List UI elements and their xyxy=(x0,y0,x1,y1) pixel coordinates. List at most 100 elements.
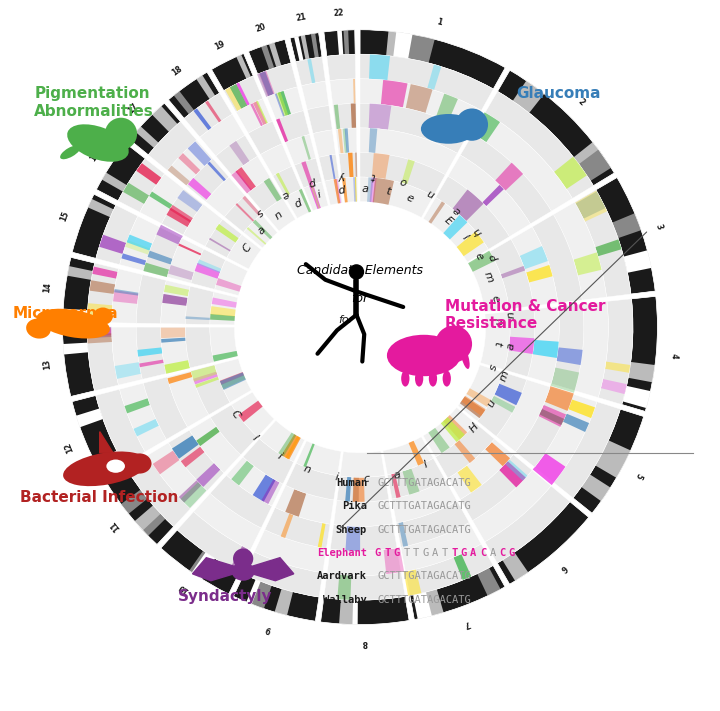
Wedge shape xyxy=(251,103,264,127)
Wedge shape xyxy=(554,156,587,189)
Text: Microcornea: Microcornea xyxy=(13,306,119,321)
Text: 1: 1 xyxy=(436,17,444,27)
Text: a: a xyxy=(361,184,369,194)
Wedge shape xyxy=(532,215,582,303)
Wedge shape xyxy=(600,379,627,394)
Wedge shape xyxy=(122,253,146,265)
Wedge shape xyxy=(212,297,237,308)
Wedge shape xyxy=(353,79,356,104)
Wedge shape xyxy=(495,163,523,191)
Wedge shape xyxy=(511,227,558,306)
Wedge shape xyxy=(456,231,484,256)
Wedge shape xyxy=(303,444,315,467)
Wedge shape xyxy=(477,373,526,437)
Wedge shape xyxy=(149,191,173,209)
Wedge shape xyxy=(194,263,220,279)
Text: 11: 11 xyxy=(109,519,122,533)
Text: t: t xyxy=(384,186,391,197)
Wedge shape xyxy=(575,301,608,397)
Wedge shape xyxy=(333,499,393,526)
Text: 14: 14 xyxy=(42,282,53,293)
Wedge shape xyxy=(167,238,204,283)
Text: e: e xyxy=(279,188,290,201)
Wedge shape xyxy=(500,266,525,279)
Wedge shape xyxy=(535,395,597,483)
Wedge shape xyxy=(191,249,225,289)
Wedge shape xyxy=(274,589,293,616)
Text: 4: 4 xyxy=(669,353,678,359)
Wedge shape xyxy=(581,474,611,501)
Wedge shape xyxy=(428,201,445,224)
Text: GCTTTGATAGACATG: GCTTTGATAGACATG xyxy=(378,525,472,535)
Wedge shape xyxy=(490,239,534,309)
Wedge shape xyxy=(216,278,241,292)
Ellipse shape xyxy=(415,370,423,387)
Text: for: for xyxy=(338,315,354,325)
Wedge shape xyxy=(503,552,528,581)
Wedge shape xyxy=(520,246,548,269)
Wedge shape xyxy=(248,39,291,74)
Wedge shape xyxy=(275,486,334,524)
Wedge shape xyxy=(221,375,246,389)
Wedge shape xyxy=(189,417,240,473)
Text: G: G xyxy=(461,548,467,558)
Wedge shape xyxy=(410,565,505,619)
Wedge shape xyxy=(209,237,231,252)
Wedge shape xyxy=(164,360,190,374)
Text: H: H xyxy=(467,422,480,434)
Wedge shape xyxy=(112,269,143,324)
Wedge shape xyxy=(596,178,655,294)
Wedge shape xyxy=(401,523,481,572)
Wedge shape xyxy=(491,396,516,412)
Wedge shape xyxy=(197,260,222,273)
Wedge shape xyxy=(227,457,283,506)
Text: t: t xyxy=(492,341,503,347)
Text: 5: 5 xyxy=(633,471,643,480)
Text: C: C xyxy=(229,408,242,420)
Wedge shape xyxy=(340,451,384,477)
Wedge shape xyxy=(231,171,252,194)
Wedge shape xyxy=(307,105,333,134)
Wedge shape xyxy=(472,112,500,142)
Wedge shape xyxy=(353,477,359,502)
Text: GCTTTGATAGACATG: GCTTTGATAGACATG xyxy=(378,501,472,511)
Wedge shape xyxy=(337,574,351,600)
Text: p: p xyxy=(308,176,318,188)
Ellipse shape xyxy=(443,370,451,387)
Wedge shape xyxy=(233,574,319,621)
Polygon shape xyxy=(192,557,236,581)
Wedge shape xyxy=(167,371,209,427)
Wedge shape xyxy=(338,152,357,178)
Wedge shape xyxy=(210,292,238,325)
Wedge shape xyxy=(563,414,589,432)
Wedge shape xyxy=(248,177,283,213)
Ellipse shape xyxy=(67,124,129,162)
Wedge shape xyxy=(339,599,353,624)
Text: a: a xyxy=(392,469,401,481)
Wedge shape xyxy=(386,31,411,58)
Wedge shape xyxy=(253,220,272,240)
Wedge shape xyxy=(210,405,258,455)
Wedge shape xyxy=(428,428,450,453)
Wedge shape xyxy=(210,475,272,528)
Wedge shape xyxy=(167,140,213,186)
Wedge shape xyxy=(441,417,465,442)
Wedge shape xyxy=(485,92,593,198)
Text: Candidate Elements: Candidate Elements xyxy=(297,264,423,277)
Wedge shape xyxy=(135,506,161,530)
Wedge shape xyxy=(397,501,469,547)
Wedge shape xyxy=(423,198,488,262)
Wedge shape xyxy=(216,135,258,175)
Text: o: o xyxy=(399,176,408,187)
Wedge shape xyxy=(444,415,467,439)
Wedge shape xyxy=(63,309,88,319)
Wedge shape xyxy=(205,101,222,122)
Wedge shape xyxy=(112,327,143,385)
Wedge shape xyxy=(330,79,356,105)
Wedge shape xyxy=(360,79,482,132)
Wedge shape xyxy=(460,134,552,224)
Text: 🩰: 🩰 xyxy=(338,317,367,365)
Wedge shape xyxy=(353,477,364,502)
Text: e: e xyxy=(405,193,415,204)
Wedge shape xyxy=(265,508,330,548)
